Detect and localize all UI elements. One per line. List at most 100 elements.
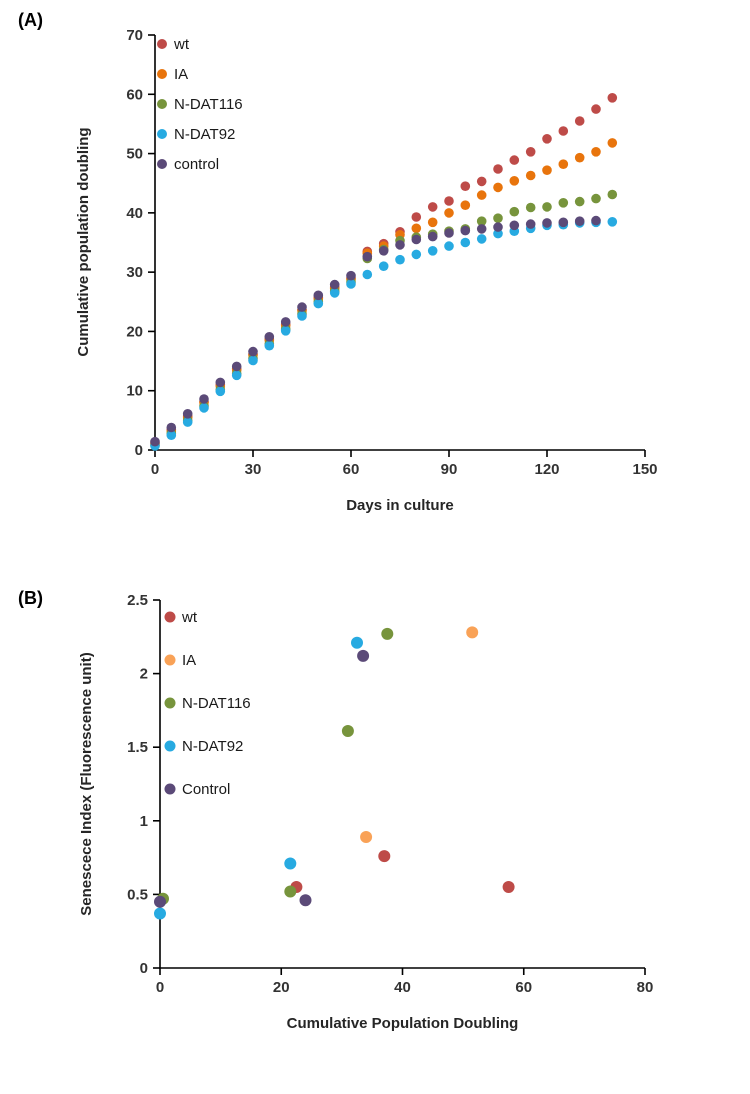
data-point <box>476 216 487 226</box>
data-point <box>525 202 536 213</box>
data-point <box>574 196 585 207</box>
data-point <box>395 240 405 250</box>
y-tick-label: 30 <box>126 264 143 281</box>
data-point <box>574 216 585 226</box>
data-point <box>154 907 166 920</box>
data-point <box>460 181 471 191</box>
data-point <box>182 417 193 427</box>
data-point <box>248 355 258 366</box>
legend-label: IA <box>182 652 196 669</box>
data-point <box>444 241 454 251</box>
legend-label: IA <box>174 66 188 83</box>
data-point <box>154 895 166 908</box>
data-point <box>427 202 438 212</box>
legend-marker <box>157 69 167 79</box>
x-tick-label: 30 <box>245 461 262 478</box>
data-point <box>525 170 536 181</box>
data-point <box>297 302 307 312</box>
data-point <box>351 636 363 649</box>
data-point <box>357 649 370 662</box>
data-point <box>509 155 520 165</box>
series-IA <box>360 626 479 843</box>
data-point <box>427 217 438 228</box>
y-tick-label: 20 <box>126 323 143 340</box>
legend-label: Control <box>182 781 230 798</box>
panel-a-figure: (A) Cumulative population doubling 0 10 20… <box>0 0 750 545</box>
data-point <box>460 200 471 210</box>
data-point <box>558 198 569 208</box>
data-point <box>166 430 177 441</box>
y-tick-label: 0 <box>135 442 143 459</box>
series-N-DAT116 <box>157 627 394 905</box>
legend-marker <box>157 39 167 49</box>
data-point <box>341 725 354 737</box>
y-tick-label: 70 <box>126 27 143 44</box>
legend-label: control <box>174 156 219 173</box>
data-point <box>460 225 471 236</box>
x-tick-label: 20 <box>273 979 290 996</box>
data-point <box>215 377 226 388</box>
data-point <box>346 270 356 281</box>
data-point <box>313 290 324 301</box>
panel-b-scatter-chart: 0 0.5 1 1.5 2 2.5 0 20 40 60 80 wt IA N-DAT116 N-DAT92… <box>127 592 654 996</box>
x-tick-label: 90 <box>441 461 458 478</box>
y-tick-label: 40 <box>126 205 143 222</box>
data-point <box>346 279 356 289</box>
data-point <box>199 394 209 404</box>
legend-marker <box>164 783 176 795</box>
data-point <box>284 857 297 870</box>
data-point <box>591 147 601 157</box>
y-tick-label: 60 <box>126 86 143 103</box>
legend-label: wt <box>181 609 198 626</box>
data-point <box>329 279 340 290</box>
panel-a-scatter-chart: 0 10 20 30 40 50 60 70 0 30 60 90 120 150 wt IA N-DAT116… <box>126 27 657 478</box>
y-tick-label: 1 <box>140 813 148 830</box>
data-point <box>427 246 438 256</box>
data-point <box>231 361 242 372</box>
data-point <box>574 152 585 163</box>
data-point <box>502 881 515 893</box>
data-point <box>248 346 258 357</box>
data-point <box>395 254 405 265</box>
data-point <box>378 850 391 863</box>
data-point <box>411 234 422 245</box>
data-point <box>542 134 552 144</box>
legend-label: N-DAT92 <box>182 738 243 755</box>
legend-label: N-DAT92 <box>174 126 235 143</box>
data-point <box>378 261 389 272</box>
y-tick-label: 2.5 <box>127 592 148 609</box>
y-tick-label: 1.5 <box>127 739 148 756</box>
data-point <box>493 213 503 223</box>
data-point <box>476 224 487 234</box>
data-point <box>299 894 312 907</box>
data-point <box>297 311 307 321</box>
data-point <box>182 409 193 419</box>
x-tick-label: 40 <box>394 979 411 996</box>
data-point <box>493 222 503 232</box>
data-point <box>476 234 487 244</box>
data-point <box>542 218 552 228</box>
legend-marker <box>157 99 167 109</box>
axis-lines <box>159 600 645 969</box>
x-tick-label: 0 <box>156 979 164 996</box>
data-point <box>493 164 503 174</box>
legend-marker <box>164 654 176 666</box>
data-point <box>284 885 297 898</box>
data-point <box>574 116 585 126</box>
series-IA <box>150 138 618 449</box>
data-point <box>476 190 487 200</box>
y-tick-label: 50 <box>126 146 143 163</box>
y-tick-label: 0.5 <box>127 886 148 903</box>
x-tick-label: 120 <box>534 461 559 478</box>
x-tick-label: 80 <box>637 979 654 996</box>
data-point <box>542 202 552 212</box>
data-point <box>199 403 209 413</box>
data-point <box>525 219 536 229</box>
y-tick-label: 0 <box>140 960 148 977</box>
data-point <box>329 288 340 298</box>
data-point <box>427 231 438 242</box>
legend-label: N-DAT116 <box>174 96 243 113</box>
data-point <box>607 217 618 227</box>
data-point <box>360 831 373 843</box>
legend-label: N-DAT116 <box>182 695 251 712</box>
